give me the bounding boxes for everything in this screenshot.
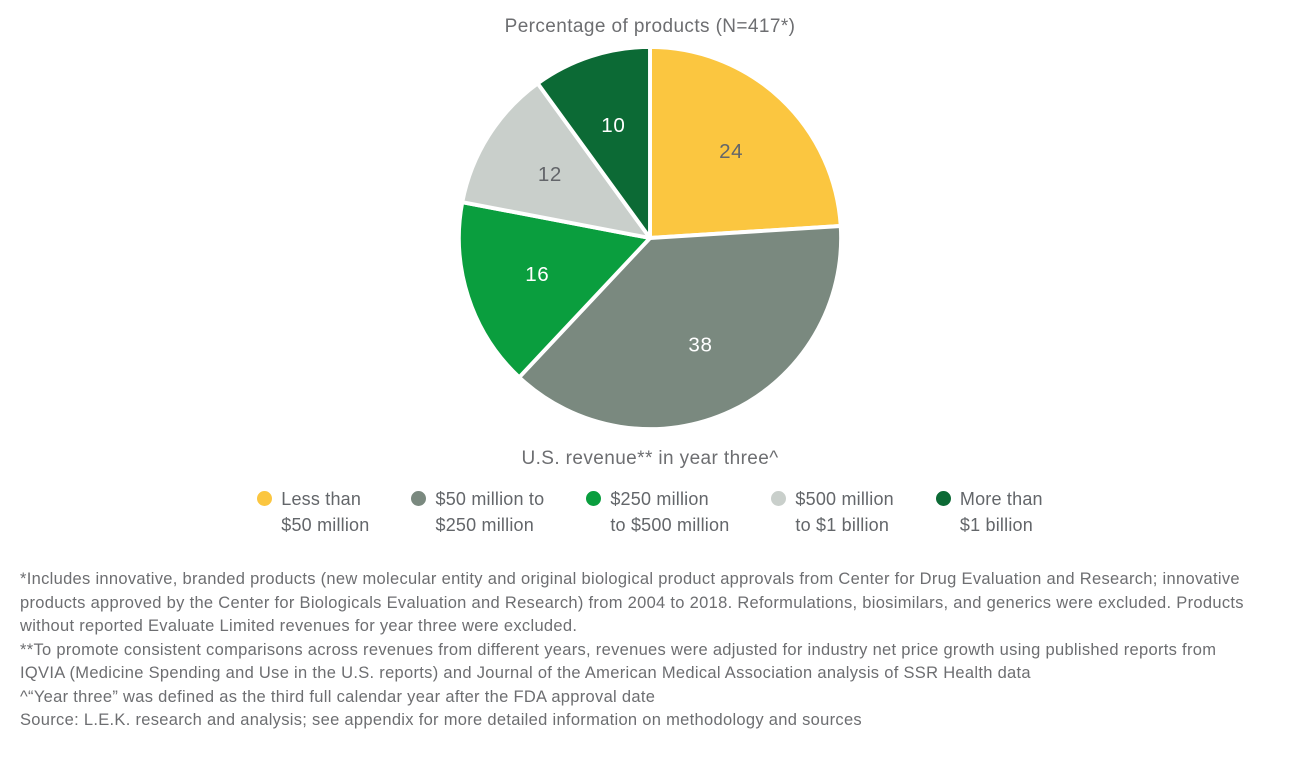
legend-item: More than $1 billion [935,486,1043,538]
pie-chart-area: 24 38 16 12 10 [454,42,846,434]
legend-item-label: $250 million to $500 million [610,489,730,535]
footnote-revenue-adjustment: **To promote consistent comparisons acro… [20,640,1217,683]
legend-swatch-icon [257,491,273,506]
footnote-year-three-definition: ^“Year three” was defined as the third f… [20,687,656,706]
legend-item-label: $500 million to $1 billion [795,489,894,535]
legend-item-label: Less than $50 million [281,489,370,535]
footnotes: *Includes innovative, branded products (… [20,568,1262,733]
pie-slice-value-label: 10 [601,114,625,137]
legend-swatch-icon [411,491,427,506]
pie-slice [535,44,652,240]
legend-swatch-icon [771,491,787,506]
footnote-source: Source: L.E.K. research and analysis; se… [20,711,862,729]
chart-subtitle: U.S. revenue** in year three^ [521,448,779,469]
legend: Less than $50 million $50 million to $25… [0,486,1300,538]
pie-slice-value-label: 16 [525,263,549,286]
chart-title: Percentage of products (N=417*) [504,16,796,37]
pie-slice [460,81,652,240]
legend-item: $500 million to $1 billion [771,486,894,538]
legend-item: $250 million to $500 million [586,486,729,538]
legend-item: $50 million to $250 million [411,486,544,538]
legend-swatch-icon [586,491,602,506]
chart-container: Percentage of products (N=417*) 24 38 16 12… [0,16,1300,733]
pie-slice [648,44,843,240]
pie-slice-value-label: 24 [719,140,743,163]
pie-slice [456,200,652,380]
pie-chart: 24 38 16 12 10 [456,44,844,432]
legend-swatch-icon [935,491,951,506]
legend-item-label: $50 million to $250 million [435,489,545,535]
pie-slice [517,224,844,432]
legend-item-label: More than $1 billion [959,489,1043,535]
pie-slice-value-label: 12 [538,163,562,186]
pie-slice-value-label: 38 [688,334,712,357]
footnote-products-inclusion: *Includes innovative, branded products (… [20,570,1244,635]
legend-item: Less than $50 million [257,486,369,538]
